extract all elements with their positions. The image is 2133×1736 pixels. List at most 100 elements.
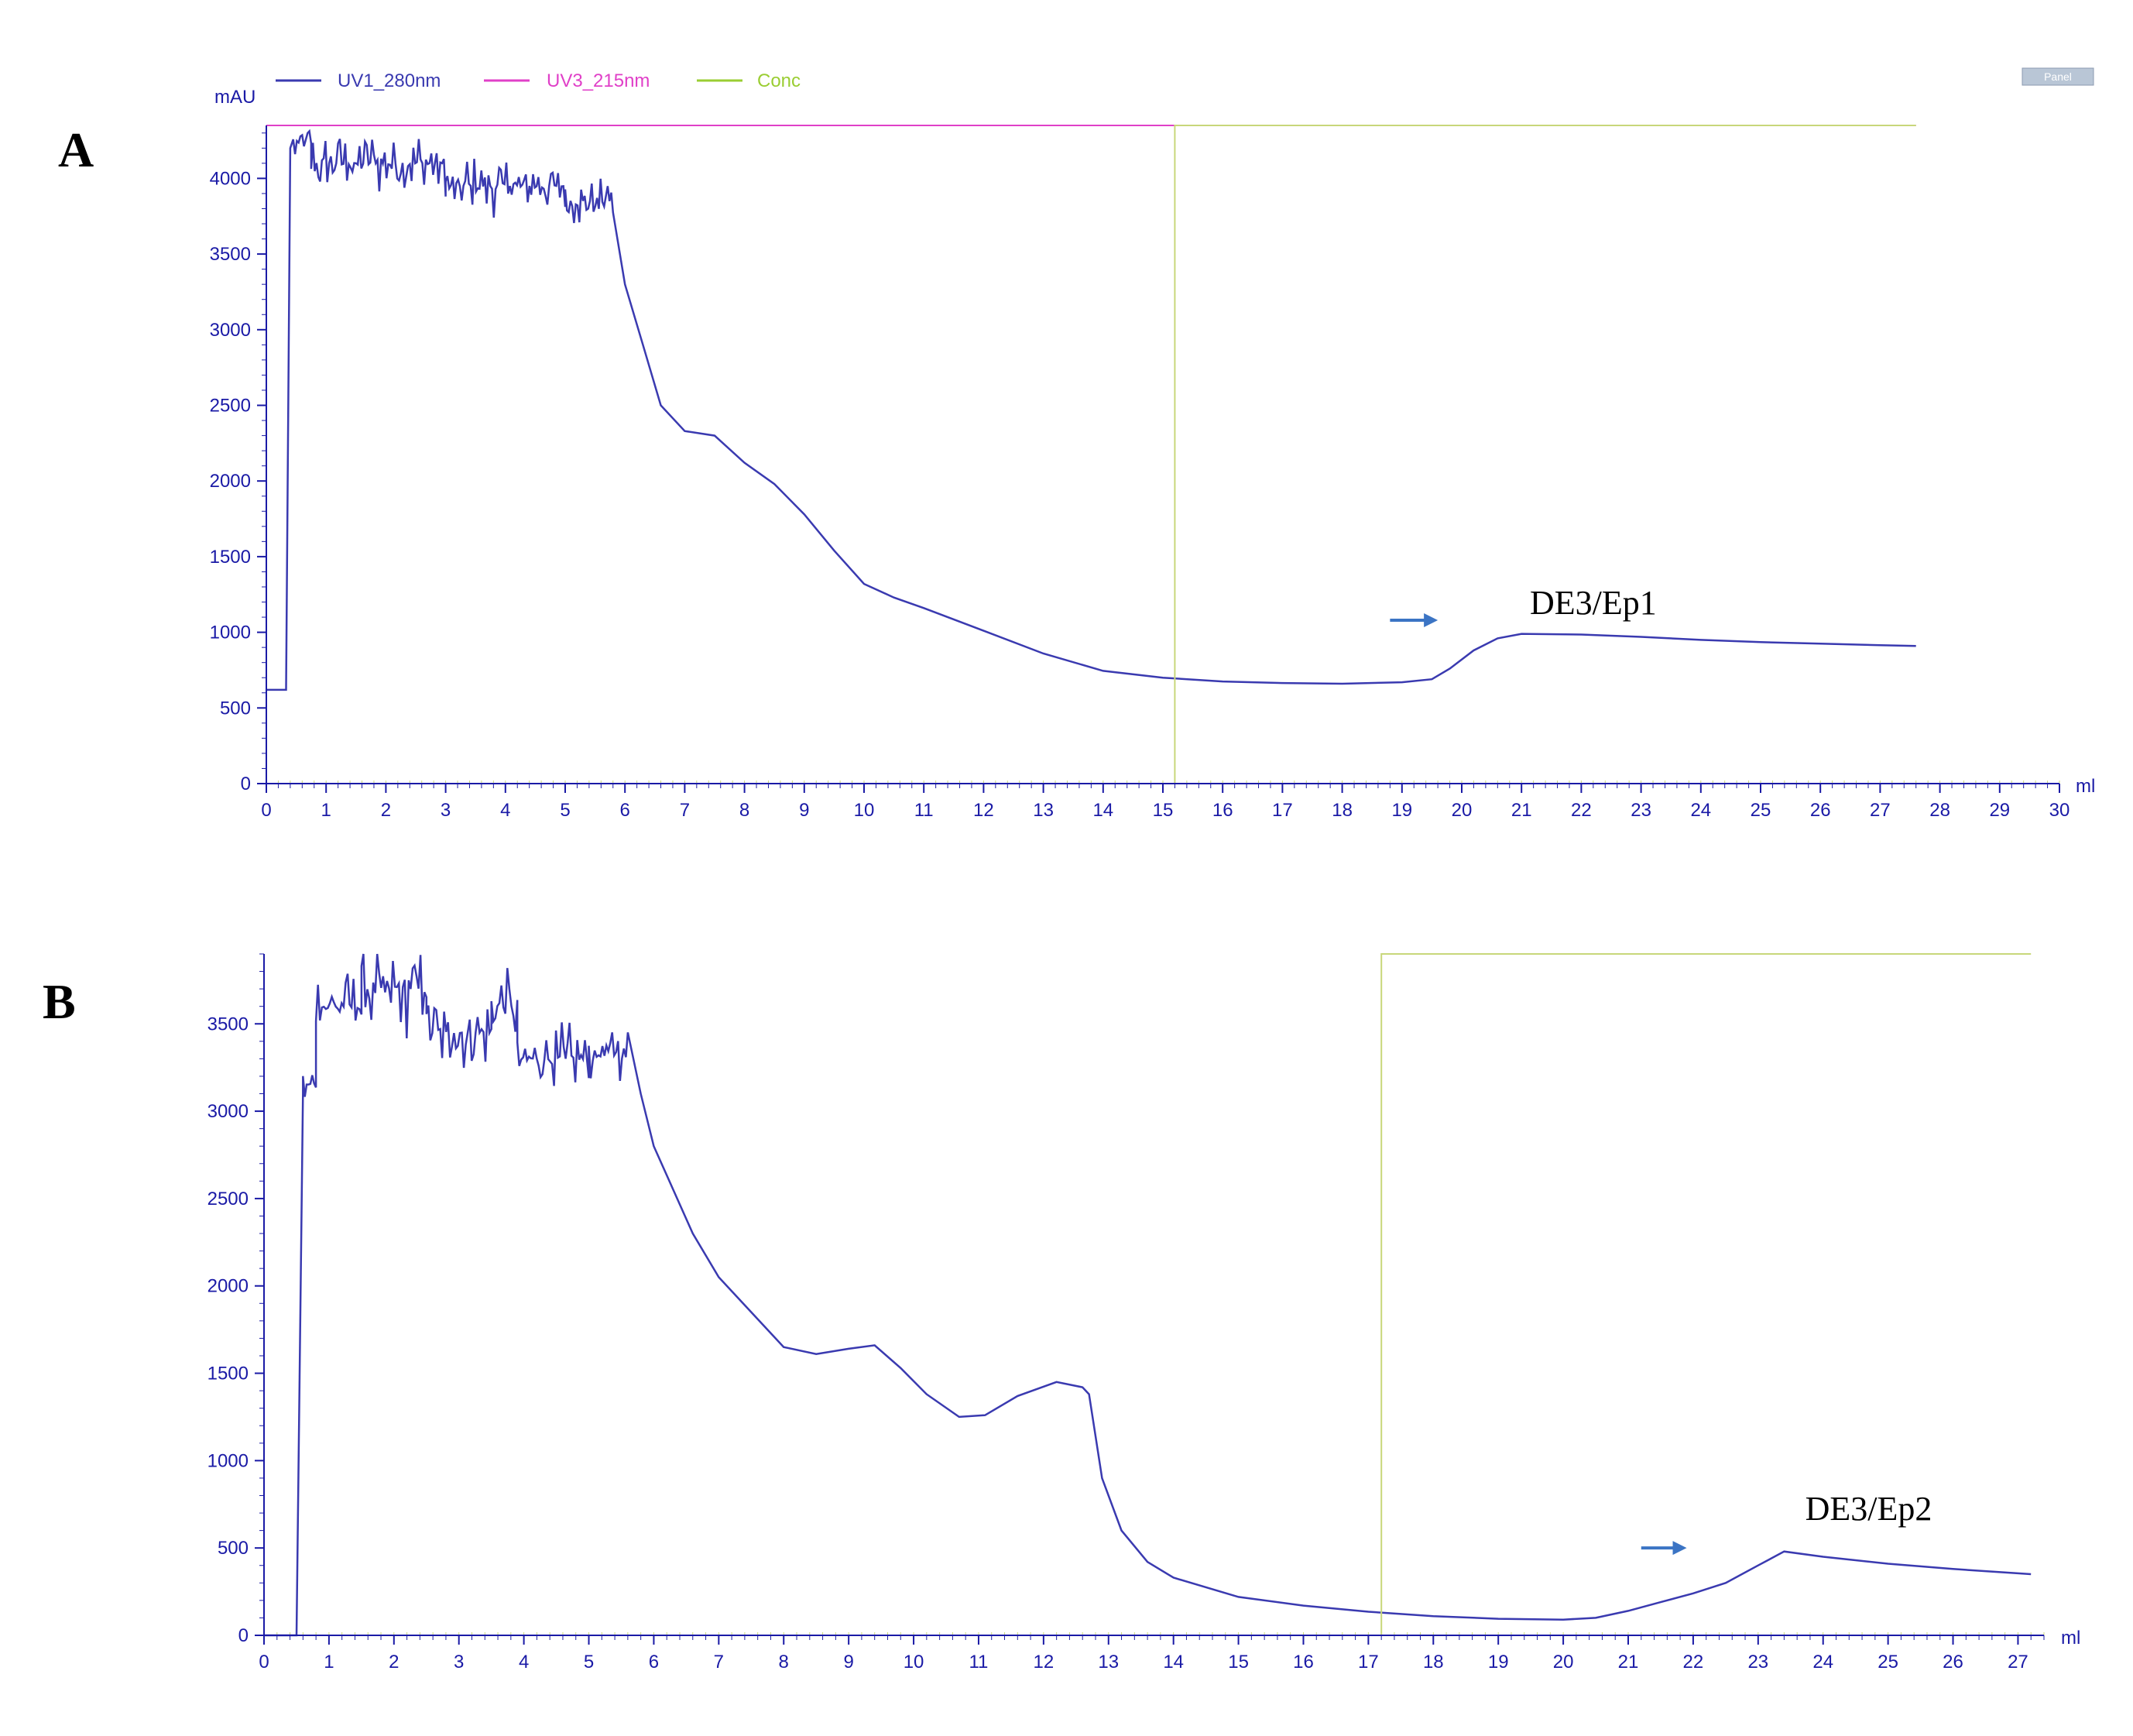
y-tick-label: 2000 bbox=[207, 1276, 249, 1297]
y-tick-label: 3500 bbox=[210, 244, 251, 265]
series-b bbox=[264, 953, 2032, 1637]
x-tick-label: 12 bbox=[973, 800, 994, 821]
x-tick-label: 10 bbox=[854, 800, 875, 821]
x-tick-label: 29 bbox=[1989, 800, 2010, 821]
x-tick-label: 11 bbox=[969, 1652, 988, 1673]
x-tick-label: 6 bbox=[649, 1652, 659, 1673]
panel-button[interactable]: Panel bbox=[2022, 67, 2094, 86]
x-tick-label: 25 bbox=[1751, 800, 1771, 821]
x-tick-label: 14 bbox=[1163, 1652, 1184, 1673]
y-tick-label: 3000 bbox=[210, 320, 251, 341]
x-tick-label: 10 bbox=[904, 1652, 924, 1673]
y-ticks-a: 0 500 1000 1500 2000 2500 3000 3500 4000 bbox=[210, 132, 266, 794]
x-tick-label: 1 bbox=[324, 1652, 334, 1673]
x-tick-label: 20 bbox=[1452, 800, 1473, 821]
x-tick-label: 9 bbox=[799, 800, 809, 821]
panel-button-bg[interactable] bbox=[2022, 67, 2094, 86]
x-tick-label: 3 bbox=[441, 800, 451, 821]
y-tick-label: 2500 bbox=[210, 395, 251, 416]
x-tick-label: 19 bbox=[1391, 800, 1412, 821]
y-tick-label: 3500 bbox=[207, 1014, 249, 1034]
y-tick-label: 0 bbox=[241, 774, 251, 794]
x-tick-label: 5 bbox=[584, 1652, 594, 1673]
annotation-b: DE3/Ep2 bbox=[1641, 1490, 1932, 1556]
x-tick-label: 11 bbox=[914, 800, 934, 821]
x-tick-label: 21 bbox=[1511, 800, 1532, 821]
legend-label-uv1: UV1_280nm bbox=[338, 70, 441, 91]
panel-button-label[interactable]: Panel bbox=[2044, 70, 2072, 83]
x-tick-label: 13 bbox=[1033, 800, 1054, 821]
x-tick-label: 12 bbox=[1034, 1652, 1054, 1673]
x-tick-label: 24 bbox=[1690, 800, 1711, 821]
y-tick-label: 1500 bbox=[210, 547, 251, 568]
x-tick-label: 13 bbox=[1098, 1652, 1119, 1673]
x-tick-label: 0 bbox=[259, 1652, 269, 1673]
x-tick-label: 7 bbox=[714, 1652, 724, 1673]
x-tick-label: 7 bbox=[680, 800, 690, 821]
x-tick-label: 16 bbox=[1212, 800, 1233, 821]
x-tick-label: 18 bbox=[1332, 800, 1353, 821]
legend: UV1_280nm UV3_215nm Conc bbox=[276, 70, 801, 91]
x-tick-label: 26 bbox=[1943, 1652, 1963, 1673]
x-tick-label: 23 bbox=[1747, 1652, 1768, 1673]
x-tick-label: 0 bbox=[261, 800, 271, 821]
x-tick-label: 23 bbox=[1631, 800, 1651, 821]
x-tick-label: 5 bbox=[560, 800, 570, 821]
x-axis-unit-a: ml bbox=[2076, 776, 2095, 797]
y-tick-label: 2000 bbox=[210, 471, 251, 492]
x-tick-label: 1 bbox=[321, 800, 331, 821]
legend-label-conc: Conc bbox=[757, 70, 801, 91]
x-tick-label: 17 bbox=[1272, 800, 1293, 821]
x-tick-label: 22 bbox=[1683, 1652, 1704, 1673]
x-tick-label: 24 bbox=[1812, 1652, 1833, 1673]
series-line-uv1_280nm bbox=[266, 129, 1916, 691]
x-ticks-a: 0 1 2 3 4 5 6 7 8 9 10 11 12 13 14 15 16 17 18 19 20 21 22 23 24… bbox=[261, 781, 2070, 821]
annotation-text-a: DE3/Ep1 bbox=[1530, 584, 1657, 622]
x-tick-label: 18 bbox=[1423, 1652, 1444, 1673]
x-ticks-b: 0 1 2 3 4 5 6 7 8 9 10 11 12 13 14 15 16 17 18 19 20 21 22 23 24… bbox=[259, 1632, 2045, 1673]
y-tick-label: 1500 bbox=[207, 1364, 249, 1384]
y-ticks-b: 0 500 1000 1500 2000 2500 3000 3500 bbox=[207, 953, 264, 1646]
arrow-head-b bbox=[1672, 1541, 1687, 1556]
x-tick-label: 2 bbox=[389, 1652, 399, 1673]
series-a bbox=[266, 125, 1916, 784]
y-tick-label: 3000 bbox=[207, 1101, 249, 1122]
x-tick-label: 4 bbox=[500, 800, 510, 821]
y-tick-label: 1000 bbox=[207, 1450, 249, 1471]
y-tick-label: 0 bbox=[238, 1625, 249, 1646]
y-tick-label: 2500 bbox=[207, 1189, 249, 1209]
panel-label-b: B bbox=[43, 974, 76, 1029]
x-tick-label: 26 bbox=[1810, 800, 1831, 821]
x-tick-label: 25 bbox=[1878, 1652, 1898, 1673]
x-tick-label: 28 bbox=[1929, 800, 1950, 821]
series-line-conc bbox=[266, 125, 1916, 784]
arrow-head-a bbox=[1424, 612, 1439, 627]
x-tick-label: 8 bbox=[779, 1652, 789, 1673]
x-axis-unit-b: ml bbox=[2061, 1628, 2080, 1649]
series-line-uv1_280nm bbox=[264, 953, 2032, 1637]
legend-label-uv3: UV3_215nm bbox=[547, 70, 650, 91]
x-tick-label: 19 bbox=[1488, 1652, 1509, 1673]
annotation-a: DE3/Ep1 bbox=[1390, 584, 1657, 627]
x-tick-label: 9 bbox=[843, 1652, 853, 1673]
x-tick-label: 14 bbox=[1092, 800, 1113, 821]
x-tick-label: 22 bbox=[1571, 800, 1592, 821]
x-tick-label: 27 bbox=[2008, 1652, 2028, 1673]
x-tick-label: 17 bbox=[1358, 1652, 1379, 1673]
y-tick-label: 500 bbox=[220, 698, 251, 719]
x-tick-label: 16 bbox=[1293, 1652, 1314, 1673]
panel-label-a: A bbox=[58, 122, 94, 177]
x-tick-label: 20 bbox=[1553, 1652, 1574, 1673]
x-tick-label: 4 bbox=[519, 1652, 529, 1673]
y-tick-label: 1000 bbox=[210, 623, 251, 643]
y-axis-unit-a: mAU bbox=[214, 87, 255, 108]
x-tick-label: 15 bbox=[1153, 800, 1174, 821]
x-tick-label: 3 bbox=[454, 1652, 464, 1673]
x-tick-label: 6 bbox=[620, 800, 630, 821]
chart-a: A mAU ml 0500100015002000250030003500400… bbox=[58, 87, 2095, 821]
y-tick-label: 4000 bbox=[210, 168, 251, 189]
x-tick-label: 21 bbox=[1618, 1652, 1639, 1673]
y-tick-label: 500 bbox=[218, 1538, 249, 1559]
